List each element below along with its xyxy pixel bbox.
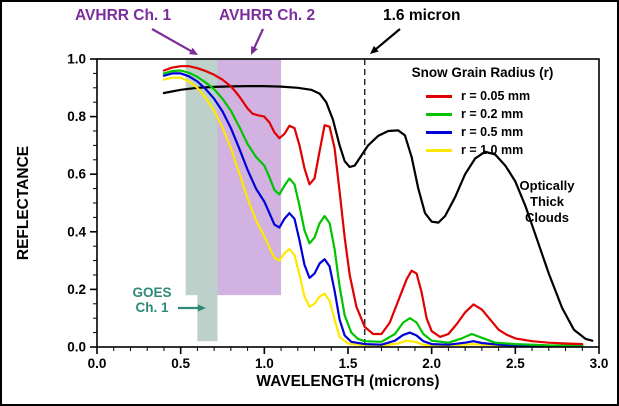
- clouds-label-line3: Clouds: [524, 210, 570, 225]
- legend-title: Snow Grain Radius (r): [411, 65, 554, 80]
- avhrr-ch1-arrow: [151, 28, 195, 54]
- x-tick-label: 2.5: [506, 356, 525, 371]
- curve-optically-thick-clouds: [162, 84, 594, 342]
- goes-ch1-label: GOES Ch. 1: [121, 285, 183, 315]
- legend-line-sample: [426, 94, 452, 98]
- avhrr-ch1-goes-ch1-band: [185, 59, 218, 296]
- legend-entry-label: r = 0.2 mm: [461, 107, 524, 121]
- goes-ch1-arrow-head: [197, 304, 206, 312]
- y-tick-label: 0.8: [67, 109, 86, 124]
- goes-ch1-label-line1: GOES: [132, 285, 172, 300]
- y-tick-label: 0.4: [67, 224, 86, 239]
- clouds-label: Optically Thick Clouds: [505, 178, 589, 226]
- goes-ch1-label-line2: Ch. 1: [135, 300, 169, 315]
- curve-r-1-0mm: [162, 76, 584, 348]
- legend-line-sample: [426, 112, 452, 116]
- avhrr-ch1-label: AVHRR Ch. 1: [75, 7, 172, 24]
- x-tick-label: 0.5: [171, 356, 190, 371]
- legend-entry: r = 1.0 mm: [426, 141, 530, 159]
- legend-entry-label: r = 0.05 mm: [461, 89, 531, 103]
- legend-line-sample: [426, 130, 452, 134]
- curve-r-0-5mm: [162, 72, 584, 348]
- y-tick-label: 0.2: [67, 282, 86, 297]
- avhrr-ch2-arrow: [252, 28, 264, 51]
- avhrr-ch2-arrow-head: [251, 46, 258, 55]
- legend-entry-label: r = 1.0 mm: [461, 143, 524, 157]
- legend-line-sample: [426, 148, 452, 152]
- micron-1-6-arrow: [373, 28, 401, 52]
- y-tick-label: 1.0: [67, 52, 86, 67]
- goes-ch1-band-extension: [197, 295, 218, 342]
- curve-r-0-05mm: [162, 65, 584, 346]
- x-tick-label: 2.0: [422, 356, 441, 371]
- curve-r-0-2mm: [162, 69, 584, 347]
- x-tick-label: 1.5: [339, 356, 358, 371]
- legend-entry: r = 0.05 mm: [426, 87, 530, 105]
- micron-1-6-arrow-head: [370, 45, 379, 54]
- x-tick-label: 0.0: [88, 356, 107, 371]
- legend: r = 0.05 mm r = 0.2 mm r = 0.5 mm r = 1.…: [426, 87, 530, 159]
- clouds-label-line1: Optically: [519, 178, 575, 193]
- x-tick-label: 1.0: [255, 356, 274, 371]
- reference-line-label: 1.6 micron: [383, 7, 461, 24]
- legend-entry: r = 0.5 mm: [426, 123, 530, 141]
- avhrr-ch2-band: [217, 59, 282, 296]
- avhrr-ch1-arrow-head: [189, 47, 198, 55]
- clouds-label-line2: Thick: [530, 194, 564, 209]
- y-tick-label: 0.0: [67, 340, 86, 355]
- avhrr-ch2-label: AVHRR Ch. 2: [219, 7, 316, 24]
- y-axis-title: REFLECTANCE: [15, 145, 32, 261]
- x-axis-title: WAVELENGTH (microns): [256, 373, 440, 390]
- legend-entry-label: r = 0.5 mm: [461, 125, 524, 139]
- x-tick-label: 3.0: [590, 356, 609, 371]
- legend-entry: r = 0.2 mm: [426, 105, 530, 123]
- y-tick-label: 0.6: [67, 167, 86, 182]
